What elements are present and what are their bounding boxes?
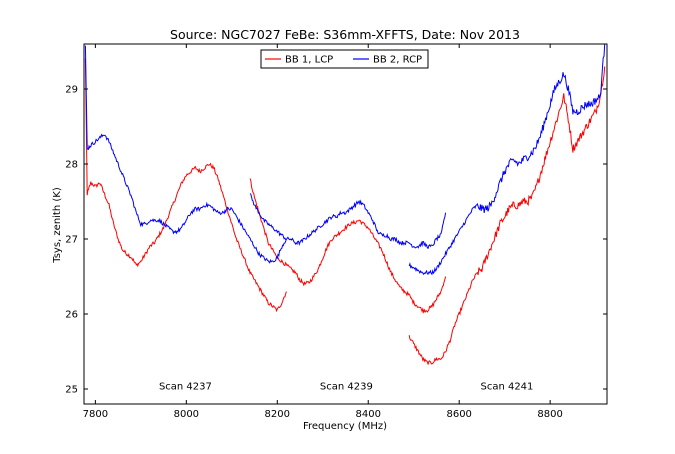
annotation-layer: Scan 4237 Scan 4239 Scan 4241 [159, 381, 533, 392]
series-2-segment-3 [408, 44, 606, 276]
x-tick-label: 8200 [265, 409, 290, 420]
series-1-segment-2 [249, 178, 447, 314]
series-1-segment-3 [408, 66, 606, 365]
y-tick-label: 26 [65, 310, 78, 321]
x-tick-label: 8400 [356, 409, 381, 420]
series-1-segment-1 [84, 58, 287, 313]
scan-annotation: Scan 4239 [320, 381, 373, 392]
plot-frame [83, 43, 608, 405]
scan-annotation: Scan 4237 [159, 381, 212, 392]
y-tick-label: 29 [65, 85, 78, 96]
legend-label-2: BB 2, RCP [373, 55, 422, 66]
series-2-segment-1 [84, 45, 287, 264]
chart-title: Source: NGC7027 FeBe: S36mm-XFFTS, Date:… [170, 27, 520, 42]
tick-layer: 7800 8000 8200 8400 8600 8800 25 26 27 28 29 [65, 44, 607, 420]
x-tick-label: 8000 [174, 409, 199, 420]
y-tick-label: 25 [65, 385, 78, 396]
x-tick-label: 8600 [446, 409, 471, 420]
y-tick-label: 27 [65, 235, 78, 246]
series-2-segment-2 [249, 193, 447, 250]
legend-label-1: BB 1, LCP [285, 55, 333, 66]
x-tick-label: 7800 [83, 409, 108, 420]
legend: BB 1, LCP BB 2, RCP [260, 49, 429, 69]
x-tick-label: 8800 [537, 409, 562, 420]
y-axis-label: Tsys, zenith (K) [52, 187, 63, 264]
x-axis-label: Frequency (MHz) [303, 421, 387, 432]
series-layer [84, 44, 606, 365]
scan-annotation: Scan 4241 [480, 381, 533, 392]
legend-box [260, 49, 429, 69]
y-tick-label: 28 [65, 160, 78, 171]
